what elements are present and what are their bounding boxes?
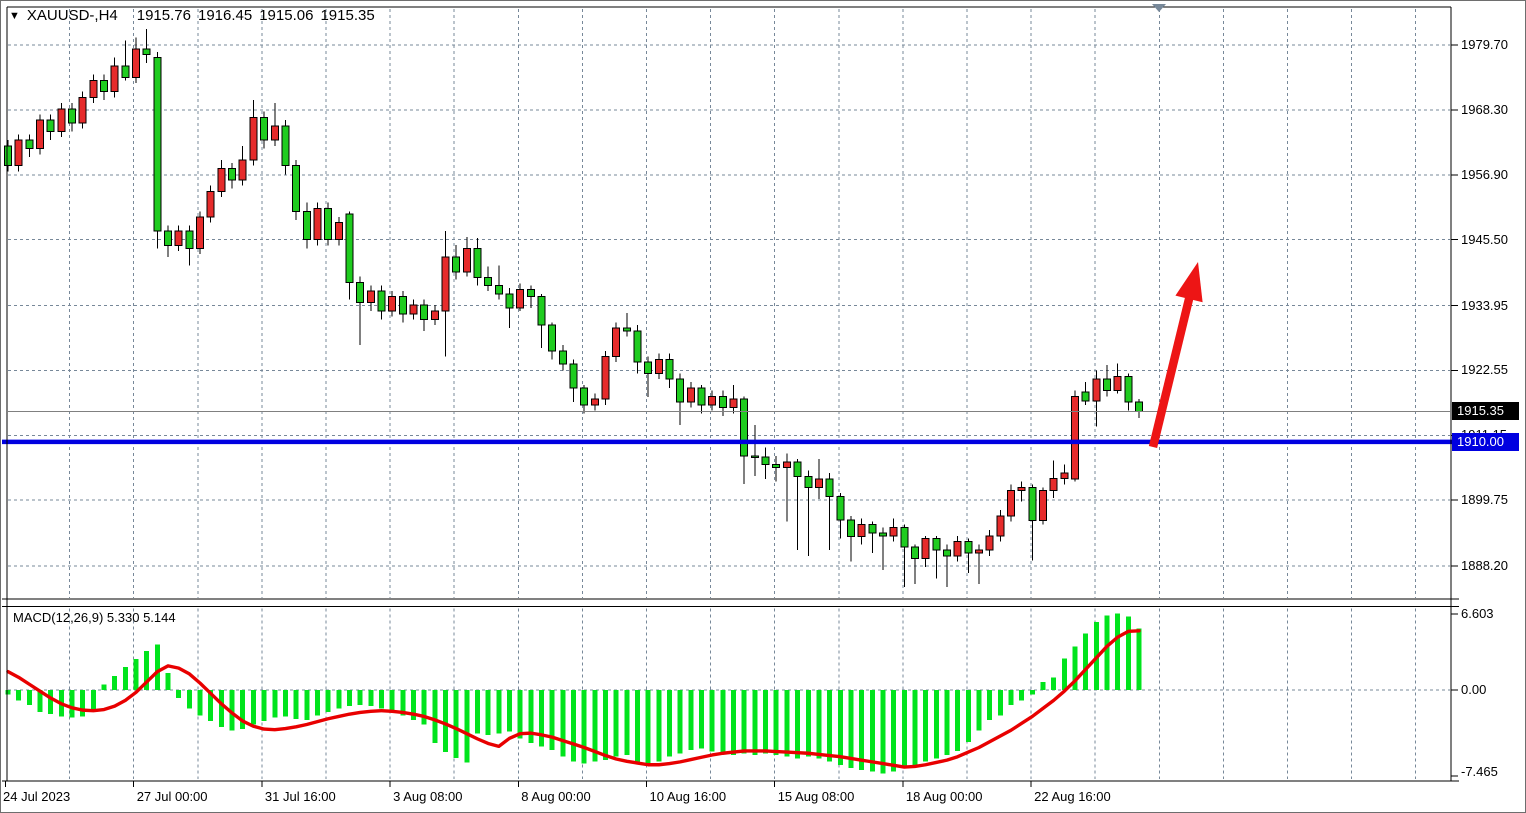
price-axis-label: 1888.20 [1461,558,1508,573]
chart-title: ▼ XAUUSD-,H4 1915.76 1916.45 1915.06 1915.35 [9,7,375,24]
grid [8,9,1450,779]
trend-arrow[interactable] [1148,262,1203,449]
price-axis-label: 1979.70 [1461,37,1508,52]
time-axis-label: 18 Aug 00:00 [905,789,983,804]
quote-close: 1915.35 [320,7,375,24]
time-axis-label: 24 Jul 2023 [3,789,71,804]
macd-axis-min-label: -7.465 [1461,764,1498,779]
time-axis-label: 10 Aug 16:00 [649,789,727,804]
quote-low: 1915.06 [259,7,314,24]
time-axis-label: 22 Aug 16:00 [1034,789,1111,804]
quote-high: 1916.45 [197,7,253,24]
time-axis-label: 3 Aug 08:00 [393,789,463,804]
time-axis-label: 8 Aug 00:00 [521,789,591,804]
price-axis-label: 1956.90 [1461,166,1508,182]
price-axis-label: 1968.30 [1461,101,1508,117]
quote-open: 1915.76 [136,7,191,24]
price-axis-label: 1933.95 [1461,297,1508,313]
period-separator-marker-icon[interactable] [1152,4,1166,12]
macd-signal-line [6,629,1141,769]
pane-borders [2,6,1459,782]
time-axis-label: 27 Jul 00:00 [136,789,208,804]
price-axis-label: 1922.55 [1461,362,1508,378]
price-axis-label: 1945.50 [1461,231,1508,247]
macd-histogram [5,613,1142,774]
macd-axis-max-label: 6.603 [1461,606,1494,622]
symbol-dropdown-icon[interactable]: ▼ [9,10,20,22]
level-price-badge: 1910.00 [1452,432,1519,451]
candlestick-series [4,29,1144,588]
macd-axis-zero-label: 0.00 [1461,682,1487,697]
current-price-badge: 1915.35 [1452,402,1519,421]
price-axis-label: 1899.75 [1461,492,1508,508]
symbol-period-label: XAUUSD-,H4 [26,7,118,24]
macd-indicator-label: MACD(12,26,9) 5.330 5.144 [13,610,176,625]
time-axis-label: 15 Aug 08:00 [777,789,855,804]
time-axis-label: 31 Jul 16:00 [264,789,336,804]
axis-ticks [5,44,1458,787]
